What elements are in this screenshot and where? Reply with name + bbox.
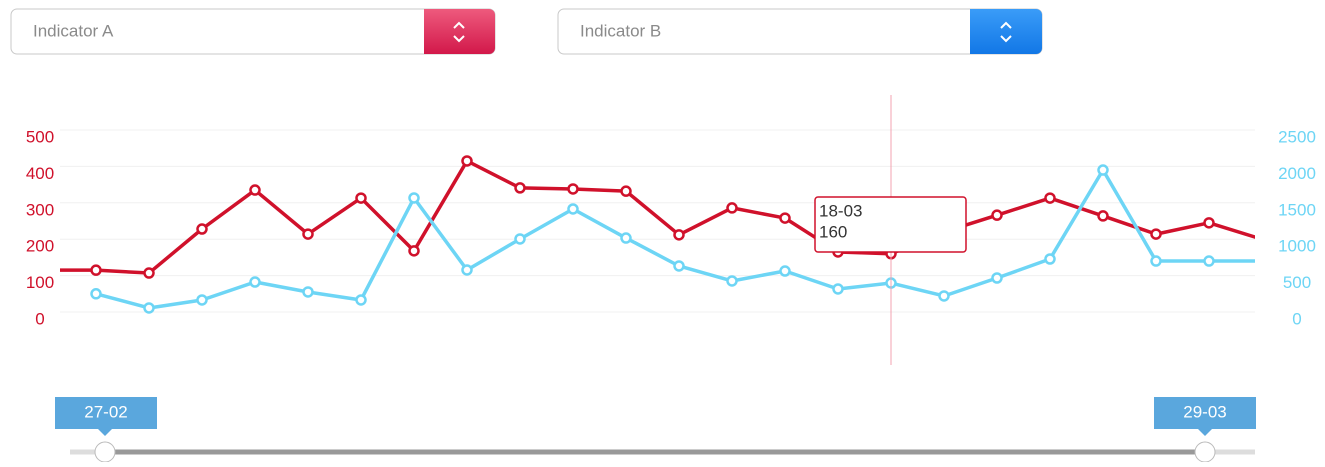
select-button[interactable] bbox=[424, 9, 495, 54]
point bbox=[991, 209, 1003, 221]
point bbox=[567, 183, 579, 195]
slider-label: 29-03 bbox=[1183, 402, 1226, 421]
y-tick-label: 300 bbox=[26, 200, 54, 219]
point bbox=[408, 245, 420, 257]
slider-pointer bbox=[98, 429, 112, 436]
y2-tick-label: 500 bbox=[1283, 273, 1311, 292]
point bbox=[408, 192, 420, 204]
point bbox=[779, 265, 791, 277]
select-icon bbox=[453, 21, 465, 43]
tooltip-label: 18-03 bbox=[819, 201, 862, 220]
point bbox=[514, 233, 526, 245]
slider-label: 27-02 bbox=[84, 402, 127, 421]
select-button[interactable] bbox=[970, 9, 1042, 54]
point bbox=[1044, 192, 1056, 204]
point bbox=[1203, 255, 1215, 267]
y2-tick-label: 2000 bbox=[1278, 164, 1316, 183]
point bbox=[249, 184, 261, 196]
point bbox=[302, 228, 314, 240]
point bbox=[1097, 164, 1109, 176]
point bbox=[302, 286, 314, 298]
select-label: Indicator A bbox=[33, 21, 114, 40]
point bbox=[673, 229, 685, 241]
slider-handle[interactable] bbox=[1194, 441, 1216, 463]
point bbox=[938, 290, 950, 302]
point bbox=[726, 202, 738, 214]
point bbox=[1044, 253, 1056, 265]
plot-area bbox=[60, 155, 1267, 314]
point bbox=[461, 264, 473, 276]
point bbox=[1203, 217, 1215, 229]
point bbox=[196, 223, 208, 235]
tooltip-box bbox=[814, 196, 967, 253]
selector-a[interactable]: Indicator A bbox=[10, 8, 496, 55]
slider-start[interactable]: 27-02 bbox=[55, 397, 157, 463]
point bbox=[461, 155, 473, 167]
y-tick-label: 200 bbox=[26, 237, 54, 256]
point bbox=[726, 275, 738, 287]
tooltip: 18-03 160 bbox=[814, 196, 967, 253]
slider-label-box bbox=[1154, 397, 1256, 429]
point bbox=[620, 185, 632, 197]
point bbox=[832, 283, 844, 295]
point bbox=[143, 302, 155, 314]
tooltip-value: 160 bbox=[819, 222, 847, 241]
point bbox=[143, 267, 155, 279]
slider-pointer bbox=[1198, 429, 1212, 436]
point bbox=[673, 260, 685, 272]
point bbox=[249, 276, 261, 288]
point bbox=[196, 294, 208, 306]
point bbox=[90, 264, 102, 276]
point bbox=[90, 288, 102, 300]
y2-tick-label: 0 bbox=[1292, 309, 1301, 328]
y2-tick-label: 1500 bbox=[1278, 200, 1316, 219]
point bbox=[355, 294, 367, 306]
point bbox=[514, 182, 526, 194]
slider-handle[interactable] bbox=[94, 441, 116, 463]
point bbox=[1258, 235, 1267, 244]
y-tick-label: 0 bbox=[35, 309, 44, 328]
point bbox=[567, 203, 579, 215]
y2-tick-label: 1000 bbox=[1278, 237, 1316, 256]
y2-tick-label: 2500 bbox=[1278, 127, 1316, 146]
point bbox=[1258, 257, 1267, 266]
point bbox=[991, 272, 1003, 284]
point bbox=[355, 192, 367, 204]
point bbox=[620, 232, 632, 244]
y-tick-label: 400 bbox=[26, 164, 54, 183]
select-icon bbox=[1000, 21, 1012, 43]
point bbox=[1150, 255, 1162, 267]
selector-b[interactable]: Indicator B bbox=[557, 8, 1043, 55]
slider-label-box bbox=[55, 397, 157, 429]
point bbox=[779, 212, 791, 224]
select-label: Indicator B bbox=[580, 21, 661, 40]
point bbox=[1097, 210, 1109, 222]
slider-end[interactable]: 29-03 bbox=[1154, 397, 1256, 463]
y-tick-label: 500 bbox=[26, 127, 54, 146]
series-line bbox=[60, 159, 1255, 275]
point bbox=[1150, 228, 1162, 240]
y-tick-label: 100 bbox=[26, 273, 54, 292]
